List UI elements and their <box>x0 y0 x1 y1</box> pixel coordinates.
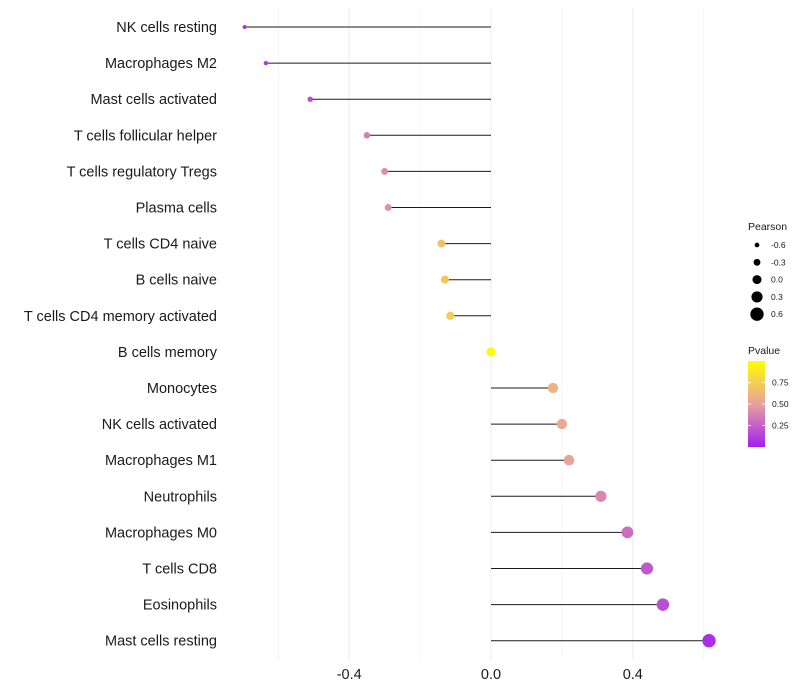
category-label: Macrophages M2 <box>105 56 217 72</box>
category-labels: NK cells resting Macrophages M2 Mast cells… <box>24 20 218 650</box>
category-label: T cells CD4 memory activated <box>24 309 217 325</box>
stems <box>244 26 710 642</box>
data-point <box>384 204 392 211</box>
data-point <box>563 454 575 466</box>
size-legend-key <box>752 275 762 285</box>
color-legend-label: 0.75 <box>772 378 789 388</box>
size-legend-key <box>753 258 761 266</box>
category-label: B cells memory <box>118 345 218 361</box>
category-label: Mast cells resting <box>105 634 217 650</box>
category-label: Mast cells activated <box>90 92 217 108</box>
size-legend-key <box>751 291 763 303</box>
data-point <box>656 598 670 611</box>
data-point <box>363 132 371 139</box>
category-label: NK cells resting <box>116 20 217 36</box>
x-tick-label: 0.0 <box>481 667 501 683</box>
category-label: Monocytes <box>147 381 217 397</box>
data-point <box>547 382 559 394</box>
category-label: B cells naive <box>136 273 217 289</box>
category-label: T cells CD8 <box>142 562 217 578</box>
data-point <box>242 24 247 30</box>
category-label: T cells regulatory Tregs <box>67 164 217 180</box>
x-axis-ticks: -0.4 0.0 0.4 <box>337 667 643 683</box>
category-label: Macrophages M0 <box>105 525 217 541</box>
data-point <box>437 239 446 248</box>
size-legend-key <box>754 242 760 248</box>
x-tick-label: 0.4 <box>623 667 643 683</box>
category-label: T cells CD4 naive <box>104 237 217 253</box>
data-point <box>486 347 496 357</box>
size-legend-label: -0.6 <box>771 240 786 250</box>
data-point <box>307 96 313 102</box>
color-legend-label: 0.25 <box>772 421 789 431</box>
x-tick-label: -0.4 <box>337 667 362 683</box>
grid-layer <box>278 8 704 660</box>
color-legend-bar <box>748 361 765 447</box>
category-label: T cells follicular helper <box>74 128 217 144</box>
data-point <box>556 418 568 430</box>
category-label: Macrophages M1 <box>105 453 217 469</box>
category-label: NK cells activated <box>102 417 217 433</box>
size-legend-label: -0.3 <box>771 257 786 267</box>
data-point <box>621 526 634 539</box>
category-label: Eosinophils <box>143 598 217 614</box>
points <box>242 24 716 648</box>
color-legend-title: Pvalue <box>748 345 780 357</box>
size-legend-label: 0.6 <box>771 309 783 319</box>
data-point <box>702 634 716 648</box>
size-legend-title: Pearson <box>748 221 787 233</box>
data-point <box>595 490 607 502</box>
data-point <box>381 167 389 175</box>
data-point <box>446 311 455 320</box>
size-legend-label: 0.0 <box>771 275 783 285</box>
data-point <box>263 60 269 66</box>
data-point <box>440 275 449 284</box>
size-legend-label: 0.3 <box>771 292 783 302</box>
legends: Pearson -0.6 -0.3 0.0 0.3 0.6 Pvalue 0.25 0.50 0.… <box>748 221 789 447</box>
color-legend-label: 0.50 <box>772 399 789 409</box>
size-legend-key <box>750 307 764 321</box>
category-label: Plasma cells <box>136 201 217 217</box>
category-label: Neutrophils <box>144 489 217 505</box>
data-point <box>640 562 654 575</box>
